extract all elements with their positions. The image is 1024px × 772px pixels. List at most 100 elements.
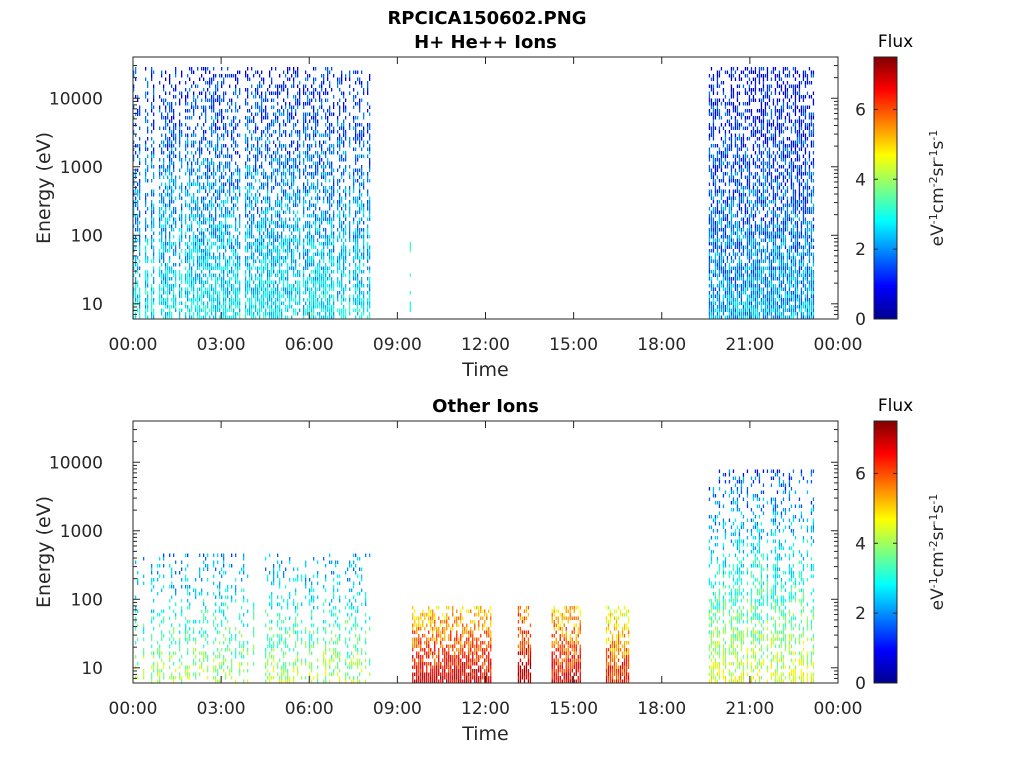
spectrogram-cell [257, 249, 259, 253]
spectrogram-cell [355, 270, 357, 274]
spectrogram-cell [259, 273, 261, 277]
spectrogram-cell [193, 284, 195, 288]
spectrogram-cell [339, 144, 341, 148]
spectrogram-cell [235, 179, 237, 183]
spectrogram-cell [738, 291, 741, 295]
spectrogram-cell [345, 228, 347, 232]
spectrogram-cell [287, 280, 289, 284]
spectrogram-cell [205, 217, 207, 221]
spectrogram-cell [742, 284, 745, 288]
spectrogram-cell [369, 287, 371, 291]
spectrogram-cell [714, 287, 717, 291]
spectrogram-cell [738, 315, 741, 319]
spectrogram-cell [179, 273, 181, 277]
spectrogram-cell [221, 189, 223, 193]
spectrogram-cell [313, 214, 315, 218]
spectrogram-cell [730, 74, 733, 78]
spectrogram-cell [251, 315, 253, 319]
spectrogram-cell [147, 291, 149, 295]
spectrogram-cell [724, 130, 727, 134]
spectrogram-cell [173, 207, 175, 211]
spectrogram-cell [265, 214, 267, 218]
spectrogram-cell [357, 256, 359, 260]
spectrogram-cell [273, 235, 275, 239]
spectrogram-cell [189, 193, 191, 197]
spectrogram-cell [221, 221, 223, 225]
spectrogram-cell [722, 277, 725, 281]
spectrogram-cell [740, 277, 743, 281]
spectrogram-cell [712, 91, 715, 95]
spectrogram-cell [237, 144, 239, 148]
spectrogram-cell [333, 245, 335, 249]
spectrogram-cell [199, 144, 201, 148]
spectrogram-cell [337, 263, 339, 267]
spectrogram-cell [331, 161, 333, 165]
spectrogram-cell [732, 228, 735, 232]
spectrogram-cell [369, 161, 371, 165]
spectrogram-cell [179, 287, 181, 291]
spectrogram-cell [169, 74, 171, 78]
spectrogram-cell [273, 315, 275, 319]
spectrogram-cell [281, 308, 283, 312]
spectrogram-cell [161, 133, 163, 137]
spectrogram-cell [311, 280, 313, 284]
spectrogram-cell [716, 189, 719, 193]
spectrogram-cell [281, 312, 283, 316]
spectrogram-cell [315, 151, 317, 155]
spectrogram-cell [137, 263, 139, 267]
spectrogram-cell [257, 242, 259, 246]
spectrogram-cell [153, 70, 155, 74]
spectrogram-cell [353, 308, 355, 312]
spectrogram-cell [712, 312, 715, 316]
spectrogram-cell [211, 231, 213, 235]
spectrogram-cell [369, 137, 371, 141]
spectrogram-cell [275, 119, 277, 123]
spectrogram-cell [245, 277, 247, 281]
spectrogram-cell [281, 144, 283, 148]
spectrogram-cell [225, 298, 227, 302]
spectrogram-cell [307, 98, 309, 102]
spectrogram-cell [165, 105, 167, 109]
spectrogram-cell [305, 165, 307, 169]
spectrogram-cell [193, 140, 195, 144]
spectrogram-cell [359, 182, 361, 186]
spectrogram-cell [163, 200, 165, 204]
spectrogram-cell [313, 308, 315, 312]
spectrogram-cell [349, 231, 351, 235]
spectrogram-cell [217, 165, 219, 169]
spectrogram-cell [319, 242, 321, 246]
spectrogram-cell [147, 91, 149, 95]
spectrogram-cell [714, 116, 717, 120]
spectrogram-cell [275, 179, 277, 183]
spectrogram-cell [165, 221, 167, 225]
spectrogram-cell [217, 88, 219, 92]
spectrogram-cell [267, 130, 269, 134]
spectrogram-cell [710, 193, 713, 197]
spectrogram-cell [137, 228, 139, 232]
spectrogram-cell [269, 312, 271, 316]
spectrogram-cell [203, 217, 205, 221]
spectrogram-cell [235, 151, 237, 155]
spectrogram-cell [361, 182, 363, 186]
spectrogram-cell [303, 291, 305, 295]
spectrogram-cell [229, 231, 231, 235]
spectrogram-cell [343, 119, 345, 123]
spectrogram-cell [714, 238, 717, 242]
spectrogram-cell [736, 182, 739, 186]
spectrogram-cell [732, 214, 735, 218]
spectrogram-cell [716, 252, 719, 256]
spectrogram-cell [716, 266, 719, 270]
spectrogram-cell [153, 203, 155, 207]
spectrogram-cell [153, 154, 155, 158]
spectrogram-cell [237, 182, 239, 186]
spectrogram-cell [185, 266, 187, 270]
spectrogram-cell [151, 238, 153, 242]
spectrogram-cell [291, 294, 293, 298]
spectrogram-cell [255, 238, 257, 242]
spectrogram-cell [349, 84, 351, 88]
spectrogram-cell [311, 291, 313, 295]
spectrogram-cell [245, 147, 247, 151]
spectrogram-cell [175, 273, 177, 277]
spectrogram-cell [145, 119, 147, 123]
spectrogram-cell [279, 91, 281, 95]
